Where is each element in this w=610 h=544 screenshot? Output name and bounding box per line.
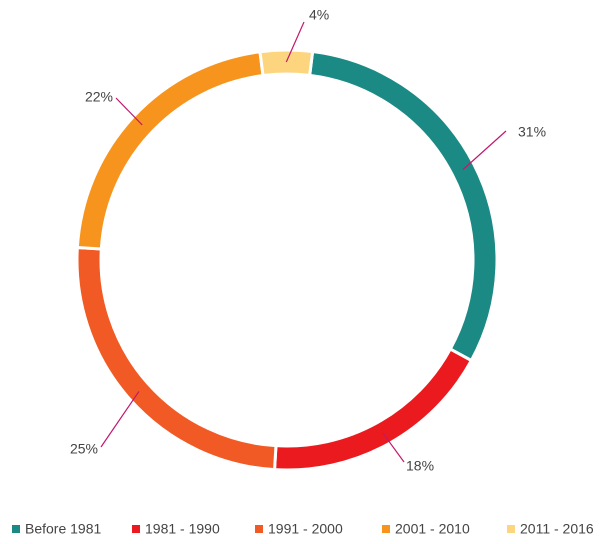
donut-segment [258, 48, 315, 78]
legend-swatch [382, 525, 390, 533]
legend-label: 2011 - 2016 [520, 521, 594, 537]
legend-swatch [255, 525, 263, 533]
leader-line [462, 130, 507, 170]
donut-segment [272, 347, 474, 472]
donut-segment [75, 50, 265, 251]
data-label: 31% [518, 124, 546, 140]
legend-label: 1991 - 2000 [268, 521, 343, 537]
legend-label: Before 1981 [25, 521, 101, 537]
donut-segment [75, 245, 278, 472]
data-label: 22% [85, 89, 113, 105]
legend-label: 1981 - 1990 [145, 521, 220, 537]
leader-line [382, 432, 405, 463]
leader-line [100, 391, 140, 448]
data-label: 4% [309, 7, 329, 23]
legend-swatch [132, 525, 140, 533]
donut-segment [307, 49, 499, 363]
data-label: 25% [70, 441, 98, 457]
legend-swatch [507, 525, 515, 533]
leader-line [285, 21, 305, 63]
data-label: 18% [406, 458, 434, 474]
legend-swatch [12, 525, 20, 533]
leader-line [115, 97, 143, 126]
legend-label: 2001 - 2010 [395, 521, 470, 537]
